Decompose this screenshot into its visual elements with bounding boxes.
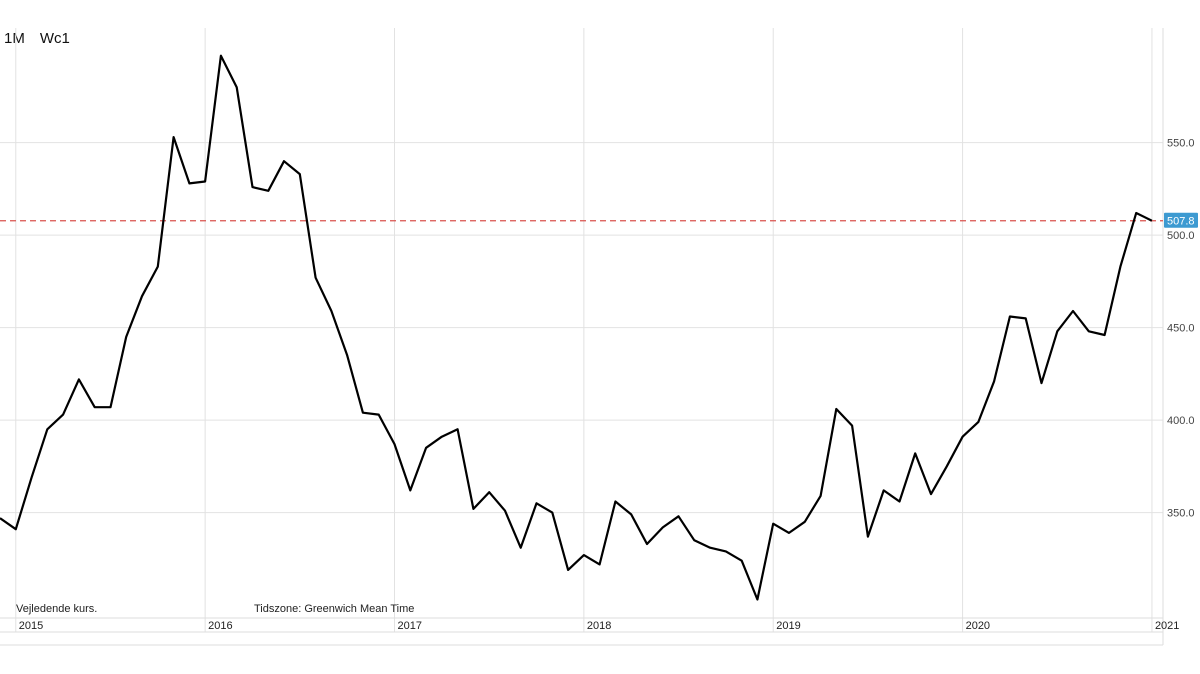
x-tick-label: 2020 [966,620,990,632]
x-tick-label: 2018 [587,620,611,632]
y-tick-label: 400.0 [1167,415,1195,427]
chart-grid [0,28,1163,632]
chart-frame [0,28,1164,646]
last-price-badge-label: 507.8 [1167,216,1195,228]
x-tick-label: 2016 [208,620,232,632]
symbol-label[interactable]: Wc1 [39,30,70,47]
x-tick-label: 2017 [398,620,422,632]
x-axis: 2015 2016 2017 2018 2019 2020 2021 [19,620,1180,632]
price-series-line [0,54,1153,601]
interval-selector[interactable]: 1M [4,30,25,47]
y-axis: 350.0 400.0 450.0 500.0 550.0 [1167,138,1195,520]
y-tick-label: 550.0 [1167,138,1195,150]
price-disclaimer: Vejledende kurs. [16,603,98,615]
last-price-badge: 507.8 [1164,212,1198,228]
chart-toolbar: 1M Wc1 [4,30,70,47]
y-tick-label: 350.0 [1167,508,1195,520]
y-tick-label: 500.0 [1167,230,1195,242]
x-tick-label: 2019 [776,620,800,632]
timezone-label: Tidszone: Greenwich Mean Time [254,603,415,615]
y-tick-label: 450.0 [1167,323,1195,335]
x-tick-label: 2015 [19,620,43,632]
last-price-badge-bg [1164,212,1198,228]
x-tick-label: 2021 [1155,620,1179,632]
